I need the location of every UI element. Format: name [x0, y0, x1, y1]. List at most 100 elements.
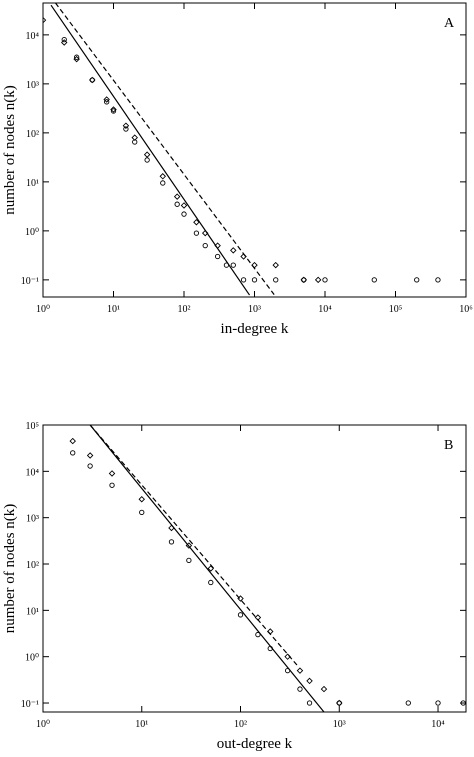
y-tick-label: 10⁰ [25, 227, 39, 238]
y-tick-label: 10¹ [26, 178, 39, 189]
data-point [89, 76, 96, 84]
data-point [174, 201, 180, 207]
data-point [251, 277, 258, 283]
data-point [70, 450, 76, 456]
data-point [159, 173, 167, 180]
data-point [73, 54, 80, 60]
data-point [86, 452, 94, 459]
data-point [160, 180, 166, 186]
data-point [435, 700, 441, 706]
data-point [300, 276, 308, 284]
data-point [181, 211, 187, 217]
data-point [131, 134, 138, 141]
data-point [255, 631, 261, 638]
data-point [73, 55, 80, 63]
plot-frame [42, 424, 467, 713]
data-point [69, 437, 76, 445]
y-tick-label: 10⁴ [26, 31, 40, 42]
data-point [405, 700, 411, 706]
fit-line [89, 425, 325, 712]
data-point [87, 463, 93, 469]
data-point [414, 277, 420, 283]
data-point [180, 202, 188, 209]
data-point [138, 495, 145, 503]
y-tick-label: 10¹ [26, 606, 39, 617]
data-point [272, 261, 279, 269]
data-point [214, 253, 221, 260]
data-point [435, 277, 441, 283]
data-point [336, 699, 343, 707]
chart-panel: 10⁰ 10¹ 10² 10³ 10⁴ 10⁻¹ 10⁰ 10¹ 10² 10³ 10⁴ 10⁵ out… [2, 421, 467, 752]
data-point [104, 99, 110, 105]
y-tick-label: 10² [26, 129, 39, 140]
data-point [193, 219, 200, 226]
y-tick-label: 10⁻¹ [21, 699, 39, 710]
data-point [110, 108, 117, 114]
x-tick-label: 10³ [333, 719, 346, 730]
data-point [61, 36, 67, 43]
x-tick-label: 10⁶ [459, 304, 473, 315]
panel-label: B [444, 438, 453, 453]
data-point [273, 277, 279, 283]
data-point [109, 482, 115, 488]
plot-data [69, 425, 466, 712]
fit-line [54, 3, 275, 295]
data-point [193, 230, 200, 236]
data-point [110, 106, 117, 113]
data-point [122, 122, 130, 129]
data-point [306, 677, 313, 685]
x-tick-label: 10⁰ [36, 304, 50, 315]
x-tick-label: 10⁴ [318, 304, 332, 315]
data-point [139, 509, 145, 516]
x-tick-label: 10⁴ [431, 719, 445, 730]
plot-data [43, 3, 441, 296]
data-point [297, 686, 303, 692]
data-point [173, 193, 181, 200]
data-point [314, 276, 322, 284]
data-point [237, 612, 244, 618]
y-tick-label: 10⁴ [26, 467, 40, 478]
data-point [103, 96, 110, 103]
plot-frame [42, 2, 467, 298]
data-point [60, 39, 68, 46]
y-tick-label: 10⁵ [26, 421, 40, 432]
x-tick-label: 10² [234, 719, 247, 730]
fit-line [50, 4, 251, 296]
data-point [371, 277, 377, 283]
x-tick-label: 10³ [248, 304, 261, 315]
data-point [123, 126, 129, 132]
x-axis-label: out-degree k [217, 736, 293, 752]
y-tick-label: 10³ [26, 80, 39, 91]
data-point [320, 685, 328, 693]
data-point [108, 470, 116, 477]
fit-line [89, 425, 298, 666]
data-point [240, 277, 247, 283]
data-point [296, 667, 304, 674]
y-tick-label: 10⁻¹ [21, 276, 39, 287]
x-tick-label: 10⁵ [389, 304, 403, 315]
data-point [144, 157, 150, 163]
data-point [460, 700, 466, 706]
data-point [322, 277, 328, 283]
x-tick-label: 10¹ [107, 304, 120, 315]
panel-label: A [444, 16, 455, 31]
chart-panel: 10⁰ 10¹ 10² 10³ 10⁴ 10⁵ 10⁶ 10⁻¹ 10⁰ 10¹ 10² 10³ 10⁴… [2, 2, 473, 337]
y-axis-label: number of nodes n(k) [2, 504, 18, 634]
x-tick-label: 10⁰ [36, 719, 50, 730]
data-point [306, 700, 313, 706]
data-point [208, 579, 214, 586]
data-point [230, 247, 237, 254]
data-point [202, 242, 208, 249]
x-axis-label: in-degree k [221, 321, 289, 337]
y-tick-label: 10² [26, 560, 39, 571]
y-axis-label: number of nodes n(k) [2, 85, 18, 215]
x-tick-label: 10¹ [135, 719, 148, 730]
data-point [230, 262, 236, 268]
x-tick-label: 10² [178, 304, 191, 315]
y-tick-label: 10³ [26, 514, 39, 525]
data-point [43, 16, 47, 24]
data-point [186, 557, 192, 563]
data-point [143, 151, 151, 158]
